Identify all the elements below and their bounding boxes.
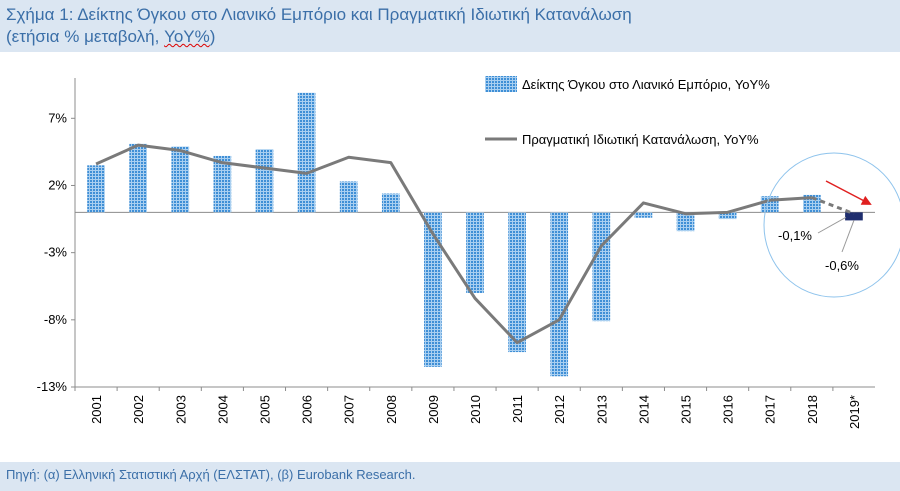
bar [550, 212, 569, 377]
x-tick-label: 2008 [384, 395, 399, 424]
annotation-leader-2 [841, 220, 855, 253]
chart-axes: 7% 2% -3% -8% -13% [37, 78, 875, 394]
x-tick-label: 2006 [300, 395, 315, 424]
chart-panel [0, 52, 900, 462]
bar [171, 146, 190, 213]
y-tick-label: -8% [44, 312, 68, 327]
x-tick-label: 2004 [215, 395, 230, 424]
y-tick-label: 7% [48, 110, 67, 125]
bar [129, 143, 147, 213]
bar [718, 212, 737, 220]
x-tick-label: 2009 [426, 395, 441, 424]
bar [466, 212, 484, 293]
x-tick-label: 2001 [89, 395, 104, 424]
bar [255, 149, 274, 213]
title-line-2-suffix: ) [209, 27, 216, 46]
x-tick-label: 2013 [594, 395, 609, 424]
x-tick-label: 2011 [510, 395, 525, 423]
y-tick-label: -3% [44, 245, 68, 260]
x-tick-label: 2007 [342, 395, 357, 424]
bar [213, 155, 232, 213]
x-tick-label: 2015 [679, 395, 694, 424]
title-line-2: (ετήσια % μεταβολή, YoY%) [6, 26, 632, 48]
trend-arrow [825, 180, 872, 205]
y-tick-label: 2% [48, 177, 67, 192]
highlight-circle [763, 152, 900, 298]
consumption-line-forecast [811, 196, 855, 216]
chart-title: Σχήμα 1: Δείκτης Όγκου στο Λιανικό Εμπόρ… [6, 4, 632, 48]
x-tick-label: 2014 [636, 395, 651, 424]
title-line-2-marked: YoY% [164, 27, 210, 46]
bar [381, 193, 400, 213]
bar [297, 92, 316, 213]
y-tick-label: -13% [37, 379, 68, 394]
line-group [95, 143, 855, 345]
x-tick-label: 2010 [468, 395, 483, 424]
x-tick-label: 2012 [552, 395, 567, 424]
x-tick-label: 2003 [173, 395, 188, 424]
legend-bar-swatch [485, 76, 517, 92]
x-tick-label: 2005 [257, 395, 272, 424]
title-line-1: Σχήμα 1: Δείκτης Όγκου στο Λιανικό Εμπόρ… [6, 5, 632, 24]
annotation-leader-1 [817, 216, 847, 234]
chart-legend: Δείκτης Όγκου στο Λιανικό Εμπόριο, YoY% Π… [485, 76, 770, 147]
bar [592, 212, 611, 322]
legend-line-label: Πραγματική Ιδιωτική Κατανάλωση, YoY% [522, 132, 759, 147]
bar [424, 212, 442, 367]
x-tick-label: 2017 [763, 395, 778, 424]
x-tick-label: 2002 [131, 395, 146, 424]
consumption-line [95, 143, 812, 345]
legend-bar-label: Δείκτης Όγκου στο Λιανικό Εμπόριο, YoY% [522, 77, 770, 92]
bar [339, 181, 358, 213]
bar [845, 212, 863, 221]
bar [508, 212, 526, 353]
bar [87, 165, 105, 213]
title-line-2-prefix: (ετήσια % μεταβολή, [6, 27, 165, 46]
labels-group: 2001 2002 2003 2004 2005 2006 2007 2008 2009 2010… [89, 395, 862, 429]
source-note: Πηγή: (α) Ελληνική Στατιστική Αρχή (ΕΛΣΤ… [6, 467, 416, 482]
callout-group: -0,1% -0,6% [763, 152, 900, 298]
x-tick-label: 2016 [721, 395, 736, 424]
x-tick-label: 2018 [805, 395, 820, 424]
annotation-bar-value: -0,6% [825, 258, 859, 273]
bar [634, 212, 653, 218]
annotation-line-value: -0,1% [778, 228, 812, 243]
x-tick-label: 2019* [847, 395, 862, 429]
bar [676, 212, 695, 232]
